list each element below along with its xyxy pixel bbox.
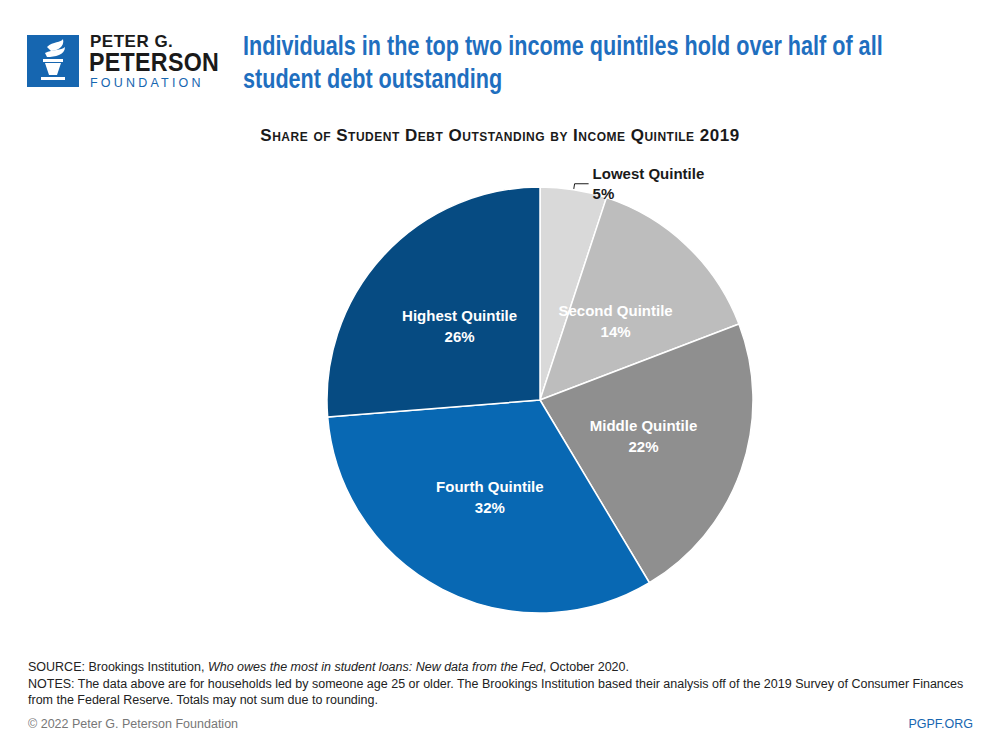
svg-text:14%: 14% — [601, 323, 631, 340]
html-text:Individuals in the top two inc: Individuals in the top two income quinti… — [243, 31, 883, 94]
html-text:SOURCE: Brookings Institution,: SOURCE: Brookings Institution, Who owes … — [28, 660, 629, 674]
svg-text:26%: 26% — [445, 328, 475, 345]
html-text:FOUNDATION: FOUNDATION — [90, 76, 204, 90]
html-text:© 2022 Peter G. Peterson Found: © 2022 Peter G. Peterson Foundation — [28, 717, 238, 731]
svg-text:Middle Quintile: Middle Quintile — [590, 417, 698, 434]
svg-text:32%: 32% — [475, 499, 505, 516]
html-text:NOTES: The data above are for: NOTES: The data above are for households… — [28, 677, 964, 707]
html-text:PETER G.: PETER G. — [90, 32, 174, 51]
svg-text:Fourth Quintile: Fourth Quintile — [436, 478, 543, 495]
html-text:PGPF.ORG: PGPF.ORG — [908, 717, 973, 731]
html-text:PETERSON: PETERSON — [89, 48, 220, 76]
svg-text:Highest Quintile: Highest Quintile — [402, 307, 517, 324]
svg-text:22%: 22% — [628, 438, 658, 455]
html-text:Share of Student Debt Outstand: Share of Student Debt Outstanding by Inc… — [260, 126, 740, 145]
svg-text:Second Quintile: Second Quintile — [558, 302, 672, 319]
svg-text:Lowest Quintile: Lowest Quintile — [593, 165, 705, 182]
svg-text:5%: 5% — [593, 185, 615, 202]
